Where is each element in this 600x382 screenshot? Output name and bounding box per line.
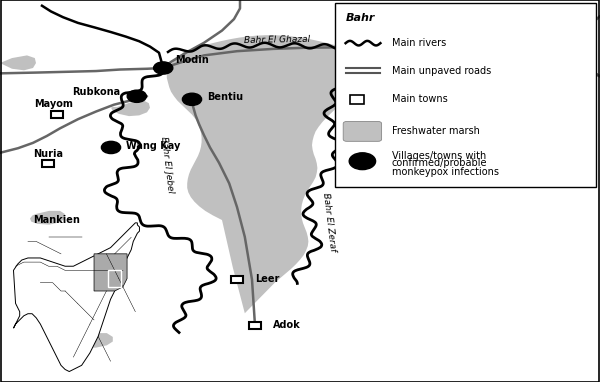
Text: Mankien: Mankien xyxy=(33,215,80,225)
Text: Rubkona: Rubkona xyxy=(72,87,120,97)
Polygon shape xyxy=(371,42,409,53)
Text: Nuria: Nuria xyxy=(33,149,63,159)
Text: Main towns: Main towns xyxy=(392,94,448,104)
Circle shape xyxy=(182,93,202,105)
Text: Bentiu: Bentiu xyxy=(207,92,243,102)
Bar xyxy=(546,46,558,53)
Text: Bahr El Ghazal: Bahr El Ghazal xyxy=(244,35,310,45)
Bar xyxy=(42,160,54,167)
Bar xyxy=(350,95,364,104)
Circle shape xyxy=(154,62,173,74)
Circle shape xyxy=(349,153,376,170)
Text: confirmed/probable: confirmed/probable xyxy=(392,159,487,168)
Polygon shape xyxy=(71,333,113,348)
Polygon shape xyxy=(167,35,360,313)
Text: Leer: Leer xyxy=(255,274,280,284)
Text: Bahr El Zeraf: Bahr El Zeraf xyxy=(321,192,337,251)
Text: Villages/towns with: Villages/towns with xyxy=(392,151,486,161)
Bar xyxy=(249,322,261,329)
Text: Bahr: Bahr xyxy=(346,13,375,23)
Text: Tonga: Tonga xyxy=(380,34,412,44)
Text: Adok: Adok xyxy=(273,320,301,330)
Bar xyxy=(335,3,596,187)
Polygon shape xyxy=(0,55,36,70)
Text: Mayom: Mayom xyxy=(35,99,73,109)
Text: Freshwater marsh: Freshwater marsh xyxy=(392,126,479,136)
Text: Main rivers: Main rivers xyxy=(392,38,446,48)
Bar xyxy=(51,111,63,118)
Circle shape xyxy=(127,90,146,102)
Text: Wang Kay: Wang Kay xyxy=(126,141,181,151)
Polygon shape xyxy=(30,211,65,225)
Bar xyxy=(231,276,243,283)
Polygon shape xyxy=(111,100,150,116)
FancyBboxPatch shape xyxy=(343,121,382,141)
Text: Bahr El Jebel: Bahr El Jebel xyxy=(159,136,175,193)
Text: Modin: Modin xyxy=(175,55,209,65)
Text: monkeypox infections: monkeypox infections xyxy=(392,167,499,177)
Text: Malakal: Malakal xyxy=(530,34,574,44)
Circle shape xyxy=(101,141,121,154)
Text: Main unpaved roads: Main unpaved roads xyxy=(392,66,491,76)
Bar xyxy=(390,46,402,53)
